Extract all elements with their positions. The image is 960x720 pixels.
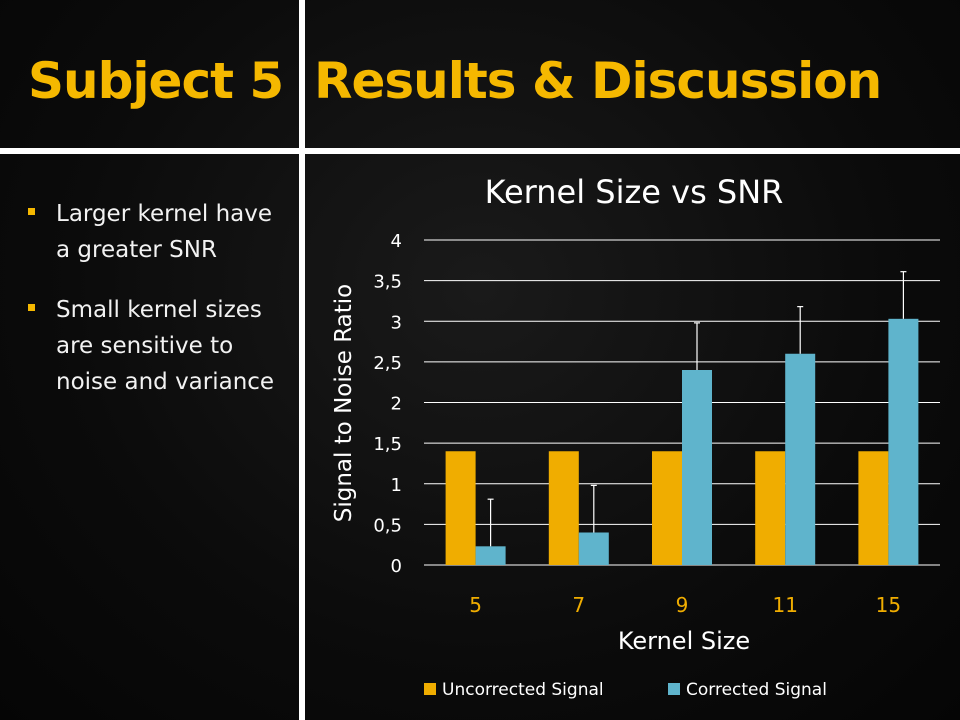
bar-uncorrected [652,451,682,565]
bar-uncorrected [445,451,476,565]
bar-uncorrected [548,451,579,565]
bullet-item: Larger kernel have a greater SNR [28,196,290,268]
vertical-divider [299,0,305,720]
legend-label: Corrected Signal [686,680,827,700]
y-tick-label: 2 [391,394,402,415]
y-tick-label: 2,5 [373,353,402,374]
y-tick-label: 3,5 [373,272,402,293]
x-axis-label: Kernel Size [618,627,750,655]
y-axis-label: Signal to Noise Ratio [331,284,357,523]
y-tick-label: 1 [391,475,402,496]
bar-uncorrected [858,451,889,565]
x-tick-label: 5 [469,593,482,617]
legend: Uncorrected Signal Corrected Signal [424,680,827,700]
bar-corrected [785,353,816,565]
bars [445,271,919,565]
bar-corrected [888,318,919,565]
x-tick-label: 15 [876,593,901,617]
y-tick-label: 1,5 [373,434,402,455]
y-tick-label: 4 [391,231,402,252]
kernel-snr-chart: Kernel Size vs SNR Signal to Noise Ratio… [331,173,940,700]
slide-title-left: Subject 5 [28,52,284,110]
x-tick-label: 11 [772,593,797,617]
x-tick-label: 7 [572,593,585,617]
y-tick-label: 0,5 [373,515,402,536]
bullet-text: Small kernel sizes are sensitive to nois… [56,297,275,395]
bar-corrected [578,532,609,565]
chart-title: Kernel Size vs SNR [485,173,784,211]
bullet-item: Small kernel sizes are sensitive to nois… [28,292,290,400]
bullet-square-icon [28,208,35,215]
x-tick-label: 9 [676,593,689,617]
bullet-list: Larger kernel have a greater SNR Small k… [28,196,290,424]
legend-swatch [668,683,680,695]
y-tick-label: 3 [391,312,402,333]
bar-corrected [475,546,506,565]
bar-corrected [682,370,712,565]
y-ticks: 0 0,5 1 1,5 2 2,5 3 3,5 4 [373,231,402,577]
legend-swatch [424,683,436,695]
slide-title-right: Results & Discussion [314,52,882,110]
legend-label: Uncorrected Signal [442,680,604,700]
x-ticks: 5 7 9 11 15 [469,593,901,617]
bullet-text: Larger kernel have a greater SNR [56,201,273,263]
bullet-square-icon [28,304,35,311]
horizontal-divider [0,148,960,154]
bar-uncorrected [755,451,786,565]
y-tick-label: 0 [391,556,402,577]
